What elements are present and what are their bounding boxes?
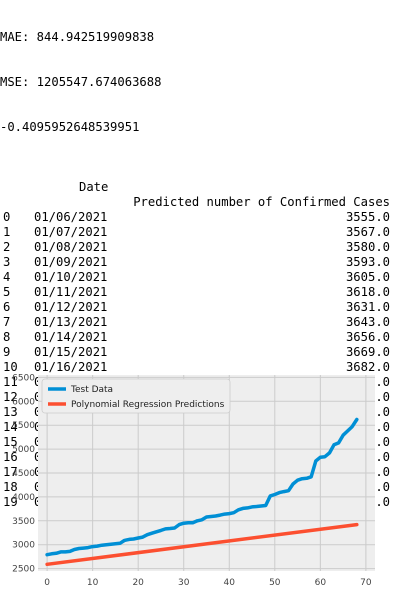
y-tick-label: 2500 bbox=[12, 565, 35, 575]
row-value: 3555.0 bbox=[345, 210, 390, 224]
y-tick-label: 3000 bbox=[12, 541, 35, 551]
row-index: 18 bbox=[3, 480, 18, 494]
y-tick-label: 4500 bbox=[12, 469, 35, 479]
legend-box bbox=[41, 378, 231, 414]
x-tick-label: 40 bbox=[224, 578, 236, 588]
row-index: 13 bbox=[3, 405, 18, 419]
table-row: 5 01/11/2021 3618.0 bbox=[0, 285, 401, 300]
row-index: 8 bbox=[3, 330, 11, 344]
row-index: 17 bbox=[3, 465, 18, 479]
row-index: 5 bbox=[3, 285, 11, 299]
series-line-1 bbox=[45, 522, 359, 567]
table-row: 4 01/10/2021 3605.0 bbox=[0, 270, 401, 285]
y-tick-label: 5500 bbox=[12, 421, 35, 431]
mae-text: MAE: 844.942519909838 bbox=[0, 30, 155, 44]
row-index: 16 bbox=[3, 450, 18, 464]
y-tick-label: 4000 bbox=[12, 493, 35, 503]
series-line-0 bbox=[45, 417, 359, 557]
x-tick-label: 20 bbox=[132, 578, 144, 588]
row-index: 2 bbox=[3, 240, 11, 254]
row-index: 19 bbox=[3, 495, 18, 509]
table-header: Date Predicted number of Confirmed Cases bbox=[0, 165, 401, 209]
r2-text: -0.4095952648539951 bbox=[0, 120, 140, 134]
table-row: 8 01/14/2021 3656.0 bbox=[0, 330, 401, 345]
header-date: Date bbox=[79, 180, 109, 194]
row-value: 3593.0 bbox=[345, 255, 390, 269]
table-row: 1 01/07/2021 3567.0 bbox=[0, 225, 401, 240]
table-row: 2 01/08/2021 3580.0 bbox=[0, 240, 401, 255]
row-value: 3605.0 bbox=[345, 270, 390, 284]
row-index: 15 bbox=[3, 435, 18, 449]
y-tick-label: 6500 bbox=[12, 373, 35, 383]
y-tick-label: 5000 bbox=[12, 445, 35, 455]
legend-label: Polynomial Regression Predictions bbox=[71, 400, 225, 410]
row-value: 3682.0 bbox=[345, 360, 390, 374]
regression-chart: 0 10 20 30 40 50 60 70 2500 3000 3500 4000 4500 5000 5… bbox=[12, 373, 375, 588]
row-index: 3 bbox=[3, 255, 11, 269]
row-value: 3656.0 bbox=[345, 330, 390, 344]
row-value: 3567.0 bbox=[345, 225, 390, 239]
row-index: 6 bbox=[3, 300, 11, 314]
row-index: 14 bbox=[3, 420, 18, 434]
table-row: 0 01/06/2021 3555.0 bbox=[0, 210, 401, 225]
mse-text: MSE: 1205547.674063688 bbox=[0, 75, 162, 89]
row-index: 0 bbox=[3, 210, 11, 224]
row-value: 3643.0 bbox=[345, 315, 390, 329]
x-tick-label: 50 bbox=[269, 578, 281, 588]
row-date: 01/15/2021 bbox=[34, 345, 108, 359]
table-row: 6 01/12/2021 3631.0 bbox=[0, 300, 401, 315]
row-date: 01/06/2021 bbox=[34, 210, 108, 224]
header-predicted: Predicted number of Confirmed Cases bbox=[133, 195, 390, 209]
row-date: 01/12/2021 bbox=[34, 300, 108, 314]
row-index: 4 bbox=[3, 270, 11, 284]
row-date: 01/14/2021 bbox=[34, 330, 108, 344]
row-date: 01/07/2021 bbox=[34, 225, 108, 239]
x-tick-label: 70 bbox=[360, 578, 372, 588]
x-tick-label: 0 bbox=[44, 578, 50, 588]
y-tick-label: 3500 bbox=[12, 517, 35, 527]
table-row: 10 01/16/2021 3682.0 bbox=[0, 360, 401, 375]
row-value: 3618.0 bbox=[345, 285, 390, 299]
table-row: 3 01/09/2021 3593.0 bbox=[0, 255, 401, 270]
row-index: 9 bbox=[3, 345, 11, 359]
table-row: 7 01/13/2021 3643.0 bbox=[0, 315, 401, 330]
table-row: 9 01/15/2021 3669.0 bbox=[0, 345, 401, 360]
row-date: 01/10/2021 bbox=[34, 270, 108, 284]
row-date: 01/13/2021 bbox=[34, 315, 108, 329]
row-date: 01/09/2021 bbox=[34, 255, 108, 269]
row-value: 3669.0 bbox=[345, 345, 390, 359]
row-date: 01/11/2021 bbox=[34, 285, 108, 299]
row-value: 3580.0 bbox=[345, 240, 390, 254]
row-value: 3631.0 bbox=[345, 300, 390, 314]
legend-label: Test Data bbox=[70, 385, 113, 395]
row-index: 1 bbox=[3, 225, 11, 239]
row-date: 01/16/2021 bbox=[34, 360, 108, 374]
row-index: 7 bbox=[3, 315, 11, 329]
x-tick-label: 30 bbox=[178, 578, 190, 588]
y-tick-label: 6000 bbox=[12, 397, 35, 407]
row-index: 12 bbox=[3, 390, 18, 404]
x-tick-label: 60 bbox=[315, 578, 327, 588]
row-index: 10 bbox=[3, 360, 18, 374]
row-date: 01/08/2021 bbox=[34, 240, 108, 254]
row-index: 11 bbox=[3, 375, 18, 389]
x-tick-label: 10 bbox=[87, 578, 99, 588]
